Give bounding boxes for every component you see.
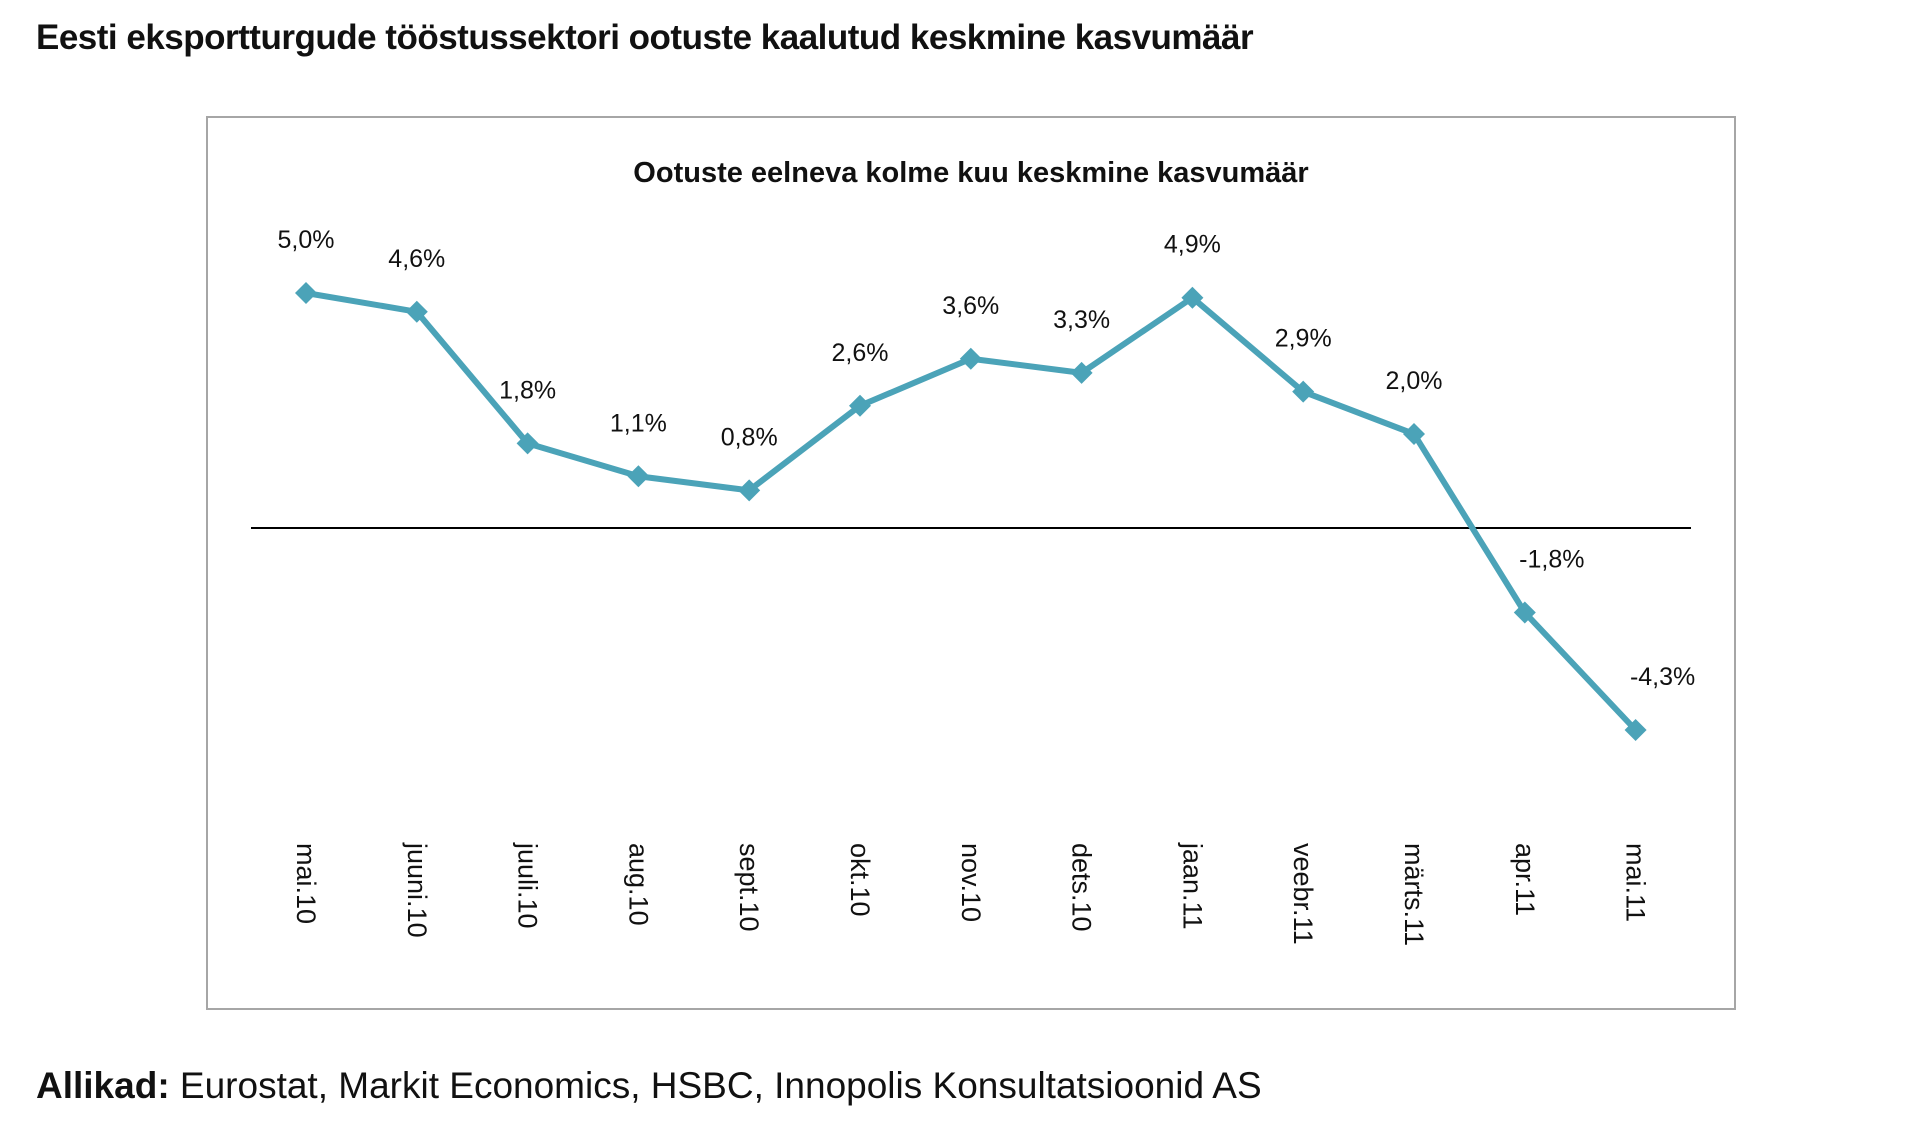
data-point-marker — [738, 479, 761, 502]
data-point-marker — [959, 347, 982, 370]
data-point-marker — [1513, 601, 1536, 624]
sources-text: Eurostat, Markit Economics, HSBC, Innopo… — [169, 1065, 1262, 1106]
sources-footer: Allikad: Eurostat, Markit Economics, HSB… — [36, 1065, 1262, 1107]
data-point-marker — [849, 394, 871, 417]
data-label: 4,6% — [388, 245, 445, 273]
data-label: 1,8% — [499, 376, 556, 404]
data-label: 2,6% — [832, 339, 889, 367]
x-tick-label: okt.10 — [845, 843, 875, 917]
page-title: Eesti eksportturgude tööstussektori ootu… — [36, 18, 1254, 57]
data-label: -1,8% — [1519, 546, 1584, 574]
data-point-marker — [1070, 361, 1093, 384]
x-tick-label: dets.10 — [1067, 843, 1097, 932]
x-tick-label: apr.11 — [1510, 843, 1540, 916]
x-tick-label: jaan.11 — [1177, 842, 1207, 930]
data-label: 1,1% — [610, 409, 667, 437]
chart-title: Ootuste eelneva kolme kuu keskmine kasvu… — [633, 157, 1308, 189]
x-tick-label: juuni.10 — [402, 842, 432, 938]
data-point-marker — [1403, 422, 1425, 445]
data-label: 2,0% — [1386, 367, 1443, 395]
data-point-marker — [1292, 380, 1315, 403]
sources-label: Allikad: — [36, 1065, 170, 1106]
data-label: 3,3% — [1053, 306, 1110, 334]
data-label: 4,9% — [1164, 231, 1221, 259]
x-tick-label: juuli.10 — [513, 842, 543, 929]
x-tick-label: veebr.11 — [1288, 843, 1318, 945]
data-point-marker — [516, 432, 539, 455]
x-tick-label: aug.10 — [623, 843, 653, 926]
data-label: 2,9% — [1275, 325, 1332, 353]
data-point-marker — [1181, 286, 1204, 309]
data-point-marker — [295, 282, 317, 304]
data-label: 3,6% — [942, 292, 999, 320]
x-tick-label: mai.11 — [1621, 843, 1651, 922]
x-tick-label: sept.10 — [734, 843, 764, 932]
data-point-marker — [405, 300, 428, 323]
data-point-marker — [1624, 719, 1647, 741]
x-tick-label: nov.10 — [956, 843, 986, 922]
data-label: 0,8% — [721, 423, 778, 451]
data-point-marker — [627, 465, 650, 488]
data-label: -4,3% — [1630, 663, 1695, 691]
x-tick-label: mai.10 — [291, 843, 321, 924]
x-tick-label: märts.11 — [1399, 843, 1429, 946]
chart-frame — [206, 116, 1736, 1010]
data-label: 5,0% — [278, 226, 335, 254]
